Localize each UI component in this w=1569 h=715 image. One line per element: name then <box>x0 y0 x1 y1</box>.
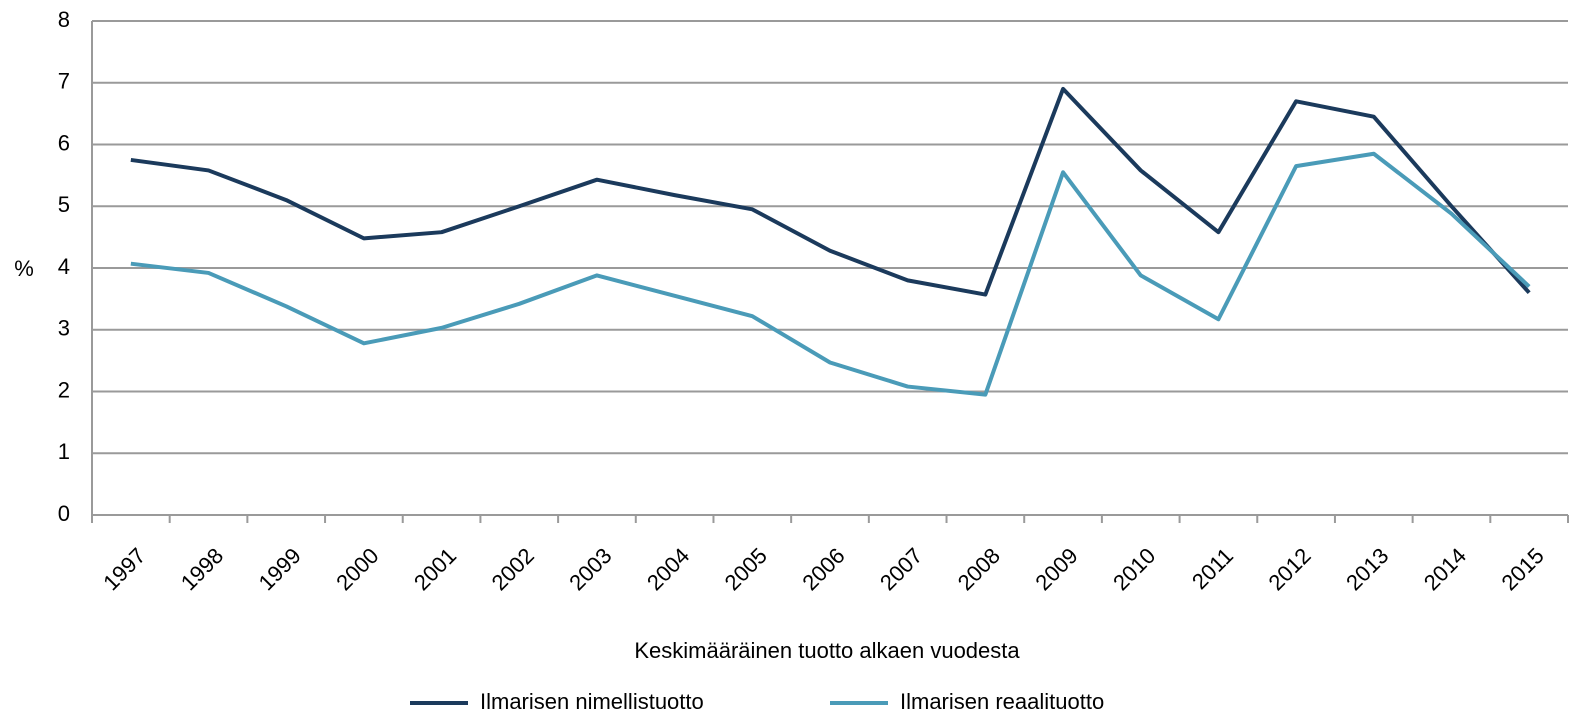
y-tick-label: 4 <box>58 254 70 279</box>
data-line <box>130 151 1531 397</box>
x-tick-label: 2000 <box>331 543 383 595</box>
x-tick-label: 2007 <box>875 543 927 595</box>
x-tick-label: 2014 <box>1419 543 1471 595</box>
x-tick-label: 2008 <box>953 543 1005 595</box>
x-tick-label: 2006 <box>797 543 849 595</box>
y-tick-label: 7 <box>58 69 70 94</box>
x-tick-label: 2004 <box>642 543 694 595</box>
y-tick-label: 8 <box>58 7 70 32</box>
x-tick-label: 2003 <box>564 543 616 595</box>
legend-label: Ilmarisen nimellistuotto <box>480 689 704 714</box>
x-tick-label: 1999 <box>254 543 306 595</box>
y-tick-label: 6 <box>58 130 70 155</box>
x-tick-label: 2005 <box>720 543 772 595</box>
y-tick-label: 1 <box>58 439 70 464</box>
x-tick-label: 2015 <box>1497 543 1549 595</box>
x-tick-label: 2013 <box>1341 543 1393 595</box>
x-tick-label: 2010 <box>1108 543 1160 595</box>
x-tick-label: 2002 <box>487 543 539 595</box>
data-line <box>130 86 1531 297</box>
y-tick-label: 5 <box>58 192 70 217</box>
x-tick-label: 1998 <box>176 543 228 595</box>
y-tick-label: 2 <box>58 377 70 402</box>
x-axis-label: Keskimääräinen tuotto alkaen vuodesta <box>634 638 1020 663</box>
y-tick-label: 3 <box>58 316 70 341</box>
x-tick-label: 2009 <box>1030 543 1082 595</box>
x-tick-label: 1997 <box>98 543 150 595</box>
y-tick-label: 0 <box>58 501 70 526</box>
x-tick-label: 2001 <box>409 543 461 595</box>
x-tick-label: 2012 <box>1263 543 1315 595</box>
legend-label: Ilmarisen reaalituotto <box>900 689 1104 714</box>
x-tick-label: 2011 <box>1187 543 1238 594</box>
y-axis-label: % <box>14 256 34 281</box>
